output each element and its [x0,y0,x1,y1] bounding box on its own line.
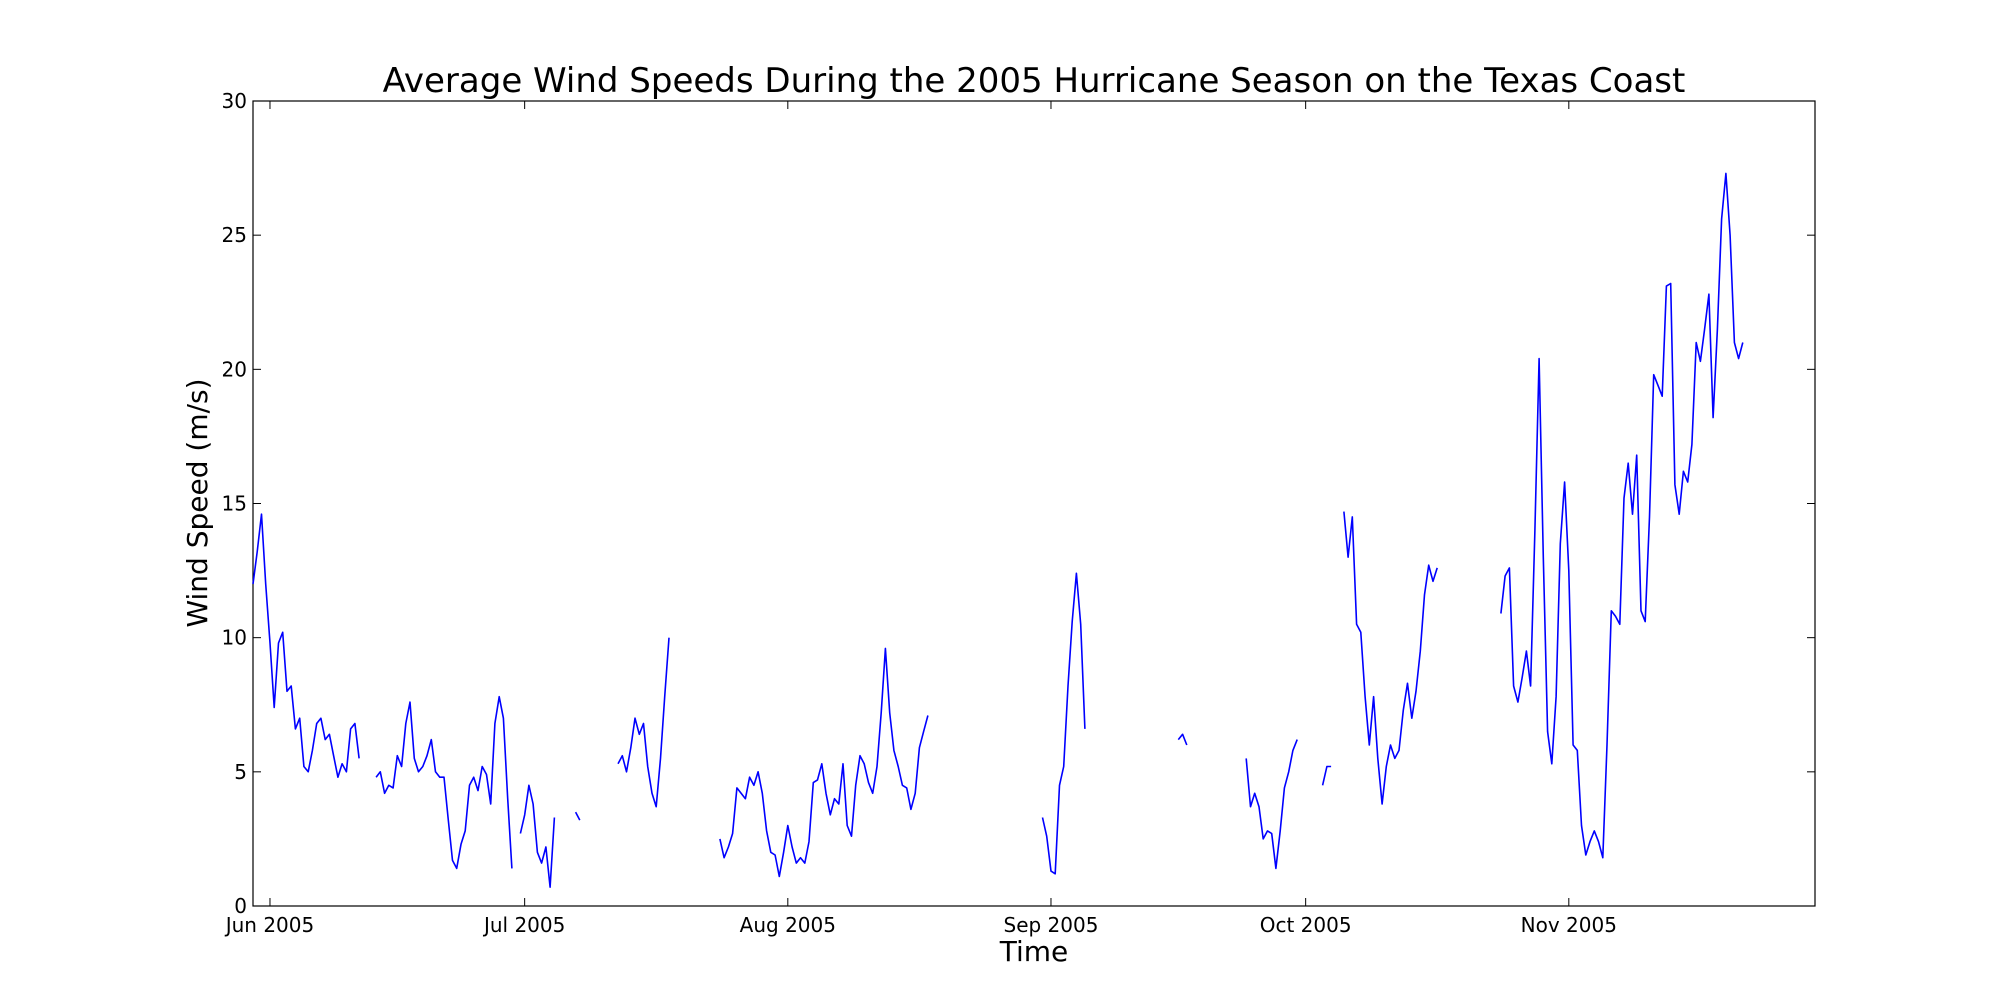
wind-speed-line-segment-9 [1245,739,1298,870]
wind-speed-line-segment-2 [375,695,513,870]
wind-speed-line-segment-3 [519,784,556,889]
y-tick-label-5: 5 [234,760,247,784]
wind-speed-line-segment-10 [1321,765,1332,786]
wind-speed-line-segment-11 [1343,511,1438,805]
wind-speed-line-segment-6 [719,647,929,878]
x-tick-label-1: Jun 2005 [224,913,315,937]
y-axis: 0 5 10 15 20 25 30 [222,89,1815,918]
x-axis: Jun 2005 Jul 2005 Aug 2005 Sep 2005 Oct 2005… [224,101,1617,937]
y-tick-label-10: 10 [222,626,247,650]
y-tick-label-20: 20 [222,357,247,381]
y-tick-label-30: 30 [222,89,247,113]
x-tick-label-3: Aug 2005 [740,913,836,937]
wind-speed-line-segment-4 [574,811,581,821]
wind-speed-line-segment-8 [1177,733,1188,746]
x-axis-label: Time [999,935,1069,968]
wind-speed-line-segment-12 [1500,172,1744,859]
x-tick-label-2: Jul 2005 [482,913,565,937]
wind-speed-line-segment-5 [617,637,670,808]
wind-speed-line-segment-1 [252,513,360,779]
chart-title: Average Wind Speeds During the 2005 Hurr… [383,61,1686,101]
y-axis-label: Wind Speed (m/s) [181,378,214,627]
y-tick-label-15: 15 [222,492,247,516]
x-tick-label-6: Nov 2005 [1521,913,1617,937]
series-layer [252,172,1744,889]
y-tick-label-0: 0 [234,894,247,918]
wind-speed-line-segment-7 [1041,572,1086,875]
x-tick-label-4: Sep 2005 [1004,913,1099,937]
x-tick-label-5: Oct 2005 [1260,913,1352,937]
y-tick-label-25: 25 [222,223,247,247]
